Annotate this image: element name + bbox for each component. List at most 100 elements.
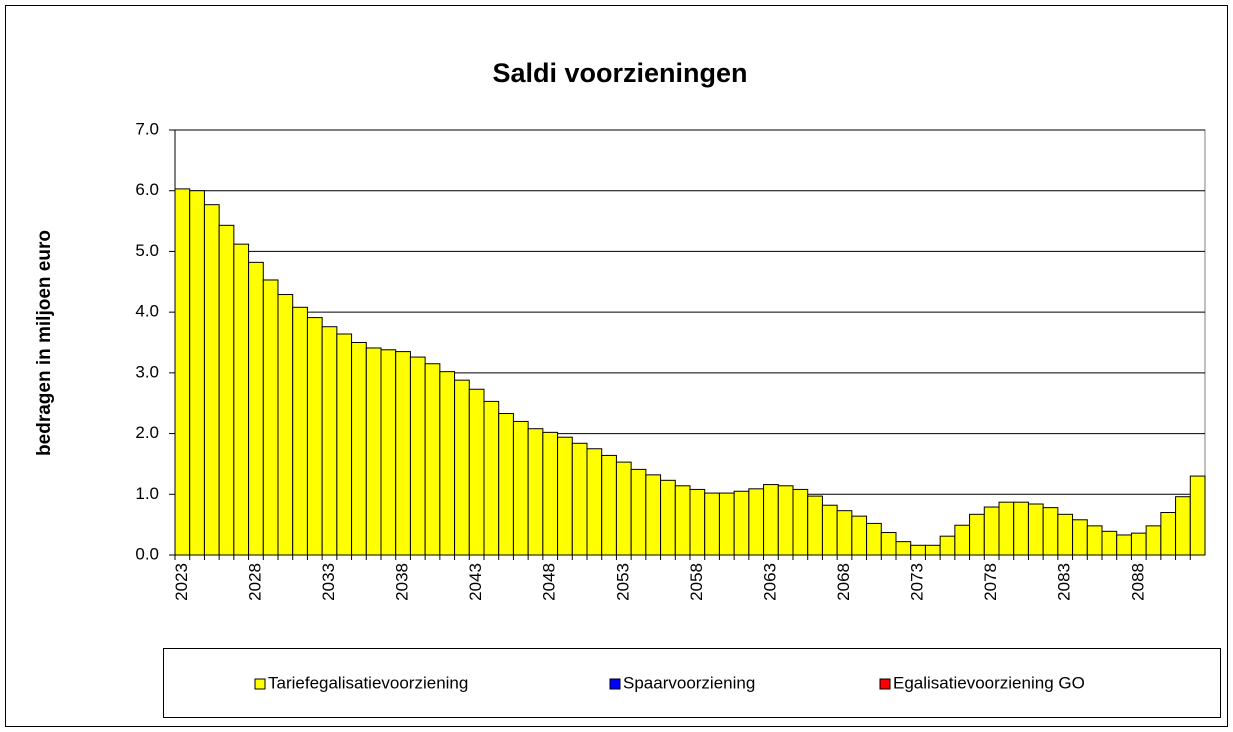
bar	[983, 506, 1000, 556]
bar	[1057, 513, 1074, 556]
x-tick-label: 2058	[687, 563, 706, 601]
bar	[586, 448, 603, 556]
bar	[704, 492, 720, 556]
y-tick-label: 7.0	[135, 119, 159, 138]
bar	[998, 501, 1015, 556]
bar	[1145, 525, 1162, 556]
bar	[1189, 475, 1206, 556]
bar	[895, 541, 912, 556]
bar	[763, 484, 779, 556]
y-tick-label: 6.0	[135, 180, 159, 199]
y-tick-label: 4.0	[135, 302, 159, 321]
bar	[1116, 534, 1132, 556]
bar	[483, 400, 500, 556]
x-tick-label: 2053	[613, 563, 632, 601]
bar	[351, 342, 367, 556]
bar	[718, 492, 735, 556]
bar	[1042, 507, 1059, 556]
bar	[777, 485, 794, 556]
bar	[924, 544, 941, 556]
bar	[630, 468, 647, 556]
bar	[733, 490, 750, 556]
y-tick-label: 3.0	[135, 362, 159, 381]
bar	[954, 524, 971, 556]
bar	[365, 347, 382, 556]
bar	[174, 188, 191, 556]
x-tick-label: 2083	[1055, 563, 1074, 601]
bar	[792, 488, 809, 556]
bar	[439, 371, 456, 556]
bar	[527, 428, 544, 556]
bar	[262, 279, 279, 556]
bar	[395, 351, 411, 556]
bar	[1101, 530, 1118, 556]
bar	[1027, 503, 1044, 556]
bar	[468, 388, 485, 556]
y-tick-label: 5.0	[135, 241, 159, 260]
bar	[1160, 512, 1177, 556]
bar	[851, 515, 868, 556]
chart-title: Saldi voorzieningen	[492, 58, 747, 88]
bar	[674, 485, 691, 556]
y-tick-label: 2.0	[135, 423, 159, 442]
bar	[836, 510, 853, 556]
bar	[277, 294, 294, 556]
x-tick-label: 2043	[466, 563, 485, 601]
x-tick-label: 2033	[319, 563, 338, 601]
bar	[557, 436, 573, 556]
y-tick-label: 1.0	[135, 484, 159, 503]
bar	[660, 479, 676, 556]
bar	[306, 317, 323, 556]
bar	[424, 363, 441, 556]
x-tick-label: 2038	[393, 563, 412, 601]
bar	[1086, 525, 1103, 556]
x-tick-label: 2068	[834, 563, 853, 601]
bar	[969, 513, 985, 556]
x-tick-label: 2088	[1128, 563, 1147, 601]
bar	[939, 535, 956, 556]
bar	[1013, 501, 1029, 556]
bar	[910, 544, 926, 556]
legend-label: Egalisatievoorziening GO	[893, 673, 1085, 692]
bar	[512, 420, 529, 556]
bar	[248, 261, 264, 556]
bar	[292, 306, 308, 556]
bar	[498, 413, 514, 556]
x-tick-label: 2023	[172, 563, 191, 601]
bar	[615, 461, 632, 556]
legend-swatch	[254, 678, 266, 690]
bar	[1130, 532, 1147, 556]
bar	[689, 488, 706, 556]
bar	[203, 204, 220, 556]
y-axis-label: bedragen in miljoen euro	[34, 230, 55, 456]
bar	[542, 431, 559, 556]
legend-box	[163, 648, 1221, 718]
x-tick-label: 2073	[908, 563, 927, 601]
legend-label: Tariefegalisatievoorziening	[268, 673, 468, 692]
x-tick-label: 2028	[245, 563, 264, 601]
bar	[601, 454, 617, 556]
y-tick-label: 0.0	[135, 544, 159, 563]
bar	[645, 474, 662, 556]
bar	[807, 495, 823, 556]
bar	[748, 488, 765, 556]
bar	[409, 356, 426, 556]
bar	[189, 190, 205, 556]
bar	[866, 522, 882, 556]
legend-swatch	[609, 678, 621, 690]
bar	[1072, 519, 1088, 556]
bar	[454, 379, 470, 556]
bar	[233, 243, 250, 556]
x-tick-label: 2048	[540, 563, 559, 601]
bar	[380, 349, 397, 556]
bar	[1175, 496, 1191, 556]
bar	[321, 326, 338, 556]
bar	[880, 532, 897, 556]
legend-label: Spaarvoorziening	[623, 673, 755, 692]
bar	[821, 504, 838, 556]
legend-swatch	[879, 678, 891, 690]
bar	[336, 333, 353, 556]
bar	[571, 442, 588, 556]
x-tick-label: 2063	[760, 563, 779, 601]
